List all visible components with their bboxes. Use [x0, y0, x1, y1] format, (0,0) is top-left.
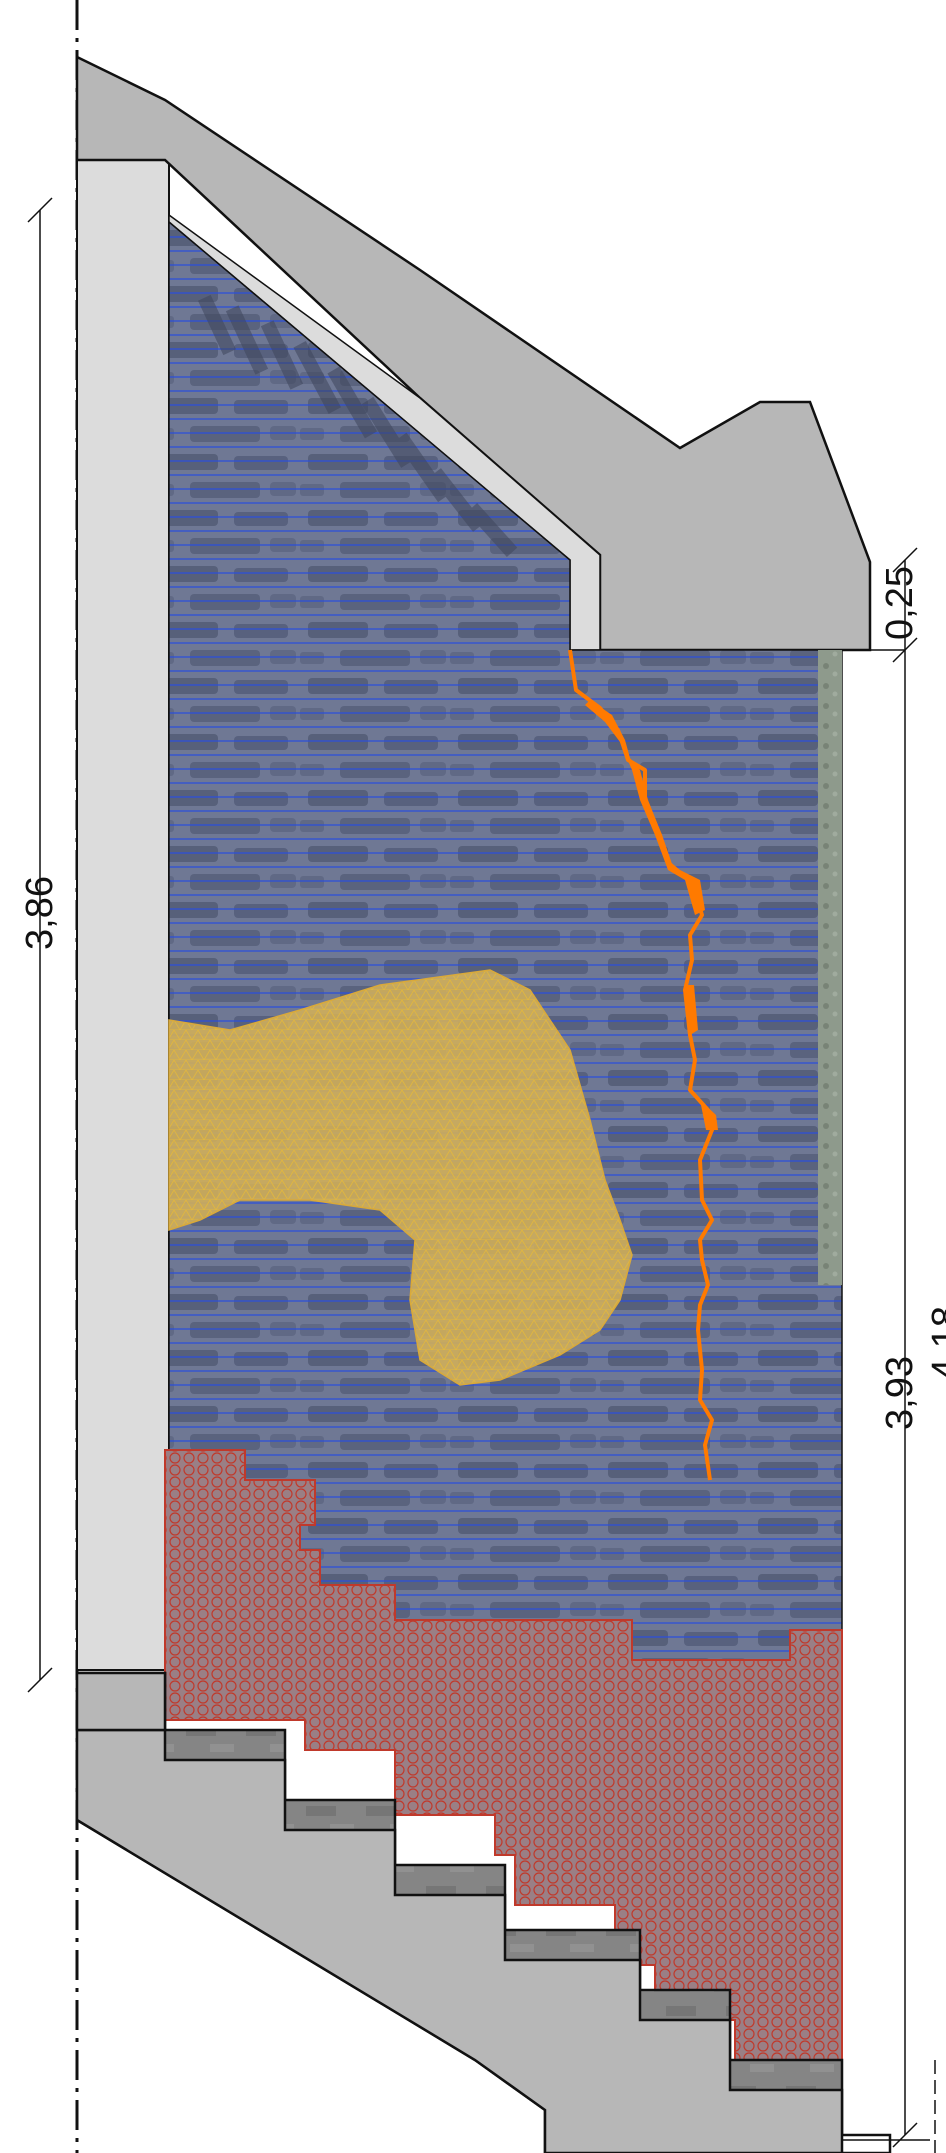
crack-line: [568, 649, 714, 1481]
upper-vault: [75, 54, 872, 652]
dimension-left-label: 3,86: [19, 876, 61, 950]
dimension-left: [27, 197, 53, 1693]
dimension-right-label: 3,93: [879, 1356, 921, 1430]
dimension-right-top: [870, 547, 918, 663]
dimension-right-top-label: 0,25: [879, 566, 921, 640]
plaster-strip: [76, 159, 170, 1671]
green-strip: [818, 650, 842, 1285]
dimension-right: [842, 655, 930, 2148]
lower-slab-top: [75, 1671, 167, 1732]
lower-slab-body: [75, 1728, 844, 2153]
voussoirs: [197, 294, 518, 557]
yellow-damage-hatch: [168, 969, 633, 1386]
dimension-right-outer-label: 4,18: [925, 1306, 946, 1380]
